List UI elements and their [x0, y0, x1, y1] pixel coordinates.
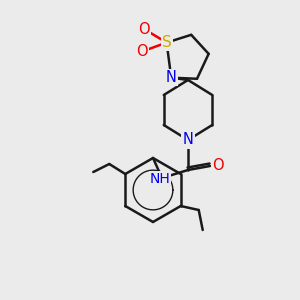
Text: S: S: [162, 35, 172, 50]
Text: O: O: [212, 158, 224, 173]
Text: NH: NH: [150, 172, 170, 186]
Text: O: O: [136, 44, 147, 59]
Text: N: N: [166, 70, 177, 85]
Text: N: N: [183, 133, 194, 148]
Text: O: O: [138, 22, 149, 37]
